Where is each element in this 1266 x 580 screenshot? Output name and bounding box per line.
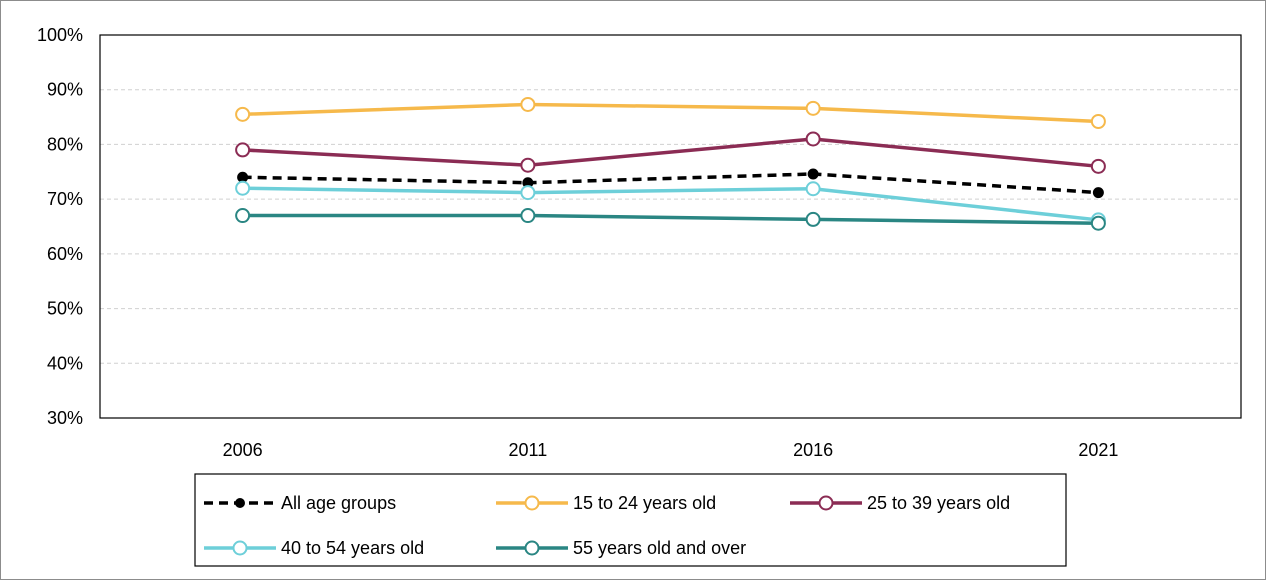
- legend-marker: [232, 540, 248, 556]
- legend-item: 55 years old and over: [496, 538, 746, 558]
- data-point: [520, 185, 536, 201]
- data-point: [805, 131, 821, 147]
- series-line: [242, 186, 1099, 222]
- data-point: [805, 181, 821, 197]
- series-line: [242, 137, 1099, 169]
- legend: All age groups 15 to 24 years old 25 to 39…: [194, 473, 1067, 567]
- y-tick-label: 50%: [47, 299, 83, 319]
- y-tick-label: 100%: [37, 25, 83, 45]
- data-point: [235, 180, 251, 196]
- data-point: [520, 208, 536, 224]
- data-point: [1090, 158, 1106, 174]
- data-point: [520, 96, 536, 112]
- legend-item: 40 to 54 years old: [204, 538, 424, 558]
- series-4: [235, 180, 1106, 228]
- series-3: [235, 131, 1106, 174]
- series-1: [237, 168, 1104, 199]
- series-2: [235, 96, 1106, 129]
- series-line: [242, 213, 1099, 225]
- legend-label: All age groups: [281, 493, 396, 513]
- plot-area: [99, 34, 1242, 419]
- y-axis-ticks: 30% 40% 50% 60% 70% 80% 90% 100%: [37, 25, 83, 428]
- legend-item: 25 to 39 years old: [790, 493, 1010, 513]
- legend-label: 25 to 39 years old: [867, 493, 1010, 513]
- legend-item: All age groups: [204, 493, 396, 513]
- data-point: [235, 142, 251, 158]
- legend-marker: [818, 495, 834, 511]
- y-tick-label: 70%: [47, 189, 83, 209]
- legend-item: 15 to 24 years old: [496, 493, 716, 513]
- y-tick-label: 30%: [47, 408, 83, 428]
- data-point: [805, 211, 821, 227]
- legend-marker: [524, 540, 540, 556]
- series-line: [242, 102, 1099, 124]
- series-5: [235, 208, 1106, 231]
- series-group: [235, 96, 1106, 231]
- legend-label: 55 years old and over: [573, 538, 746, 558]
- y-tick-label: 90%: [47, 80, 83, 100]
- x-axis-ticks: 2006 2011 2016 2021: [223, 440, 1119, 460]
- data-point: [1090, 113, 1106, 129]
- data-point: [805, 100, 821, 116]
- gridlines: [100, 89, 1241, 364]
- data-point: [1092, 187, 1104, 199]
- legend-box: [194, 473, 1067, 567]
- data-point: [235, 208, 251, 224]
- x-tick-label: 2016: [793, 440, 833, 460]
- legend-label: 15 to 24 years old: [573, 493, 716, 513]
- x-tick-label: 2021: [1078, 440, 1118, 460]
- y-tick-label: 80%: [47, 134, 83, 154]
- y-tick-label: 40%: [47, 353, 83, 373]
- legend-marker: [235, 498, 245, 508]
- series-line: [242, 172, 1099, 195]
- x-tick-label: 2006: [223, 440, 263, 460]
- legend-marker: [524, 495, 540, 511]
- data-point: [1090, 215, 1106, 231]
- data-point: [520, 157, 536, 173]
- x-tick-label: 2011: [509, 440, 548, 460]
- y-tick-label: 60%: [47, 244, 83, 264]
- data-point: [807, 168, 819, 180]
- data-point: [235, 106, 251, 122]
- legend-label: 40 to 54 years old: [281, 538, 424, 558]
